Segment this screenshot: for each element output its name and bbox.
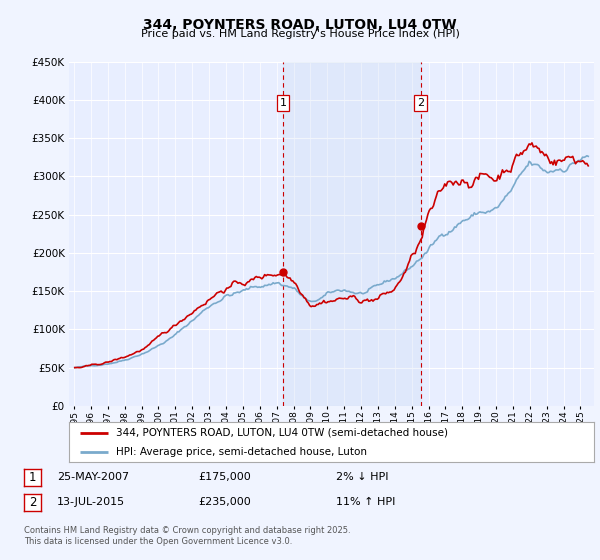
Text: Contains HM Land Registry data © Crown copyright and database right 2025.
This d: Contains HM Land Registry data © Crown c… [24,526,350,546]
Text: 344, POYNTERS ROAD, LUTON, LU4 0TW (semi-detached house): 344, POYNTERS ROAD, LUTON, LU4 0TW (semi… [116,428,448,438]
Text: 2: 2 [417,98,424,108]
Text: 2% ↓ HPI: 2% ↓ HPI [336,472,389,482]
Text: 11% ↑ HPI: 11% ↑ HPI [336,497,395,507]
Text: HPI: Average price, semi-detached house, Luton: HPI: Average price, semi-detached house,… [116,447,367,457]
Bar [283,62,421,406]
Text: 13-JUL-2015: 13-JUL-2015 [57,497,125,507]
Text: 1: 1 [280,98,287,108]
Text: 25-MAY-2007: 25-MAY-2007 [57,472,129,482]
Text: £235,000: £235,000 [198,497,251,507]
Text: 1: 1 [29,470,36,484]
Text: Price paid vs. HM Land Registry's House Price Index (HPI): Price paid vs. HM Land Registry's House … [140,29,460,39]
Text: 2: 2 [29,496,36,509]
Text: 344, POYNTERS ROAD, LUTON, LU4 0TW: 344, POYNTERS ROAD, LUTON, LU4 0TW [143,18,457,32]
Text: £175,000: £175,000 [198,472,251,482]
